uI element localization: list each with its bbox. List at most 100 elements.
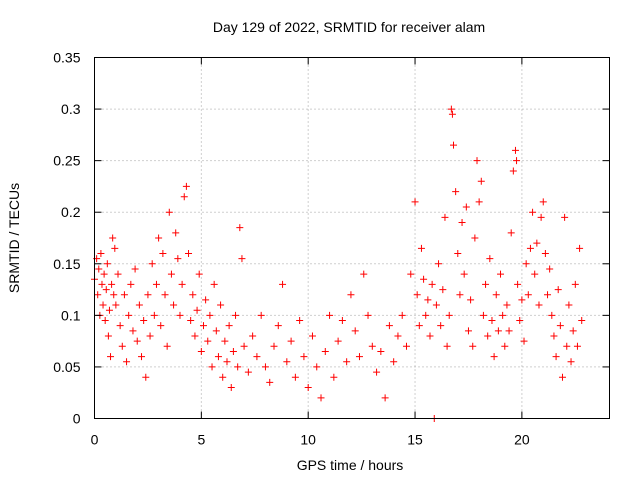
data-point [479, 311, 487, 319]
data-point [330, 373, 338, 381]
data-point [187, 317, 195, 325]
x-tick-label: 10 [300, 432, 316, 448]
data-point [402, 342, 410, 350]
data-point [518, 296, 526, 304]
data-point [317, 394, 325, 402]
data-point [236, 224, 244, 232]
data-point [208, 363, 216, 371]
data-point [189, 291, 197, 299]
y-tick-label: 0.15 [53, 256, 80, 272]
data-point [407, 270, 415, 278]
data-point [296, 317, 304, 325]
data-point [185, 249, 193, 257]
data-point [535, 301, 543, 309]
data-point [524, 291, 532, 299]
data-point [522, 260, 530, 268]
data-point [351, 327, 359, 335]
data-point [202, 296, 210, 304]
data-point [422, 311, 430, 319]
data-point [447, 105, 455, 113]
data-point [180, 193, 188, 201]
data-point [97, 249, 105, 257]
data-point [441, 213, 449, 221]
data-point [452, 188, 460, 196]
data-point [448, 110, 456, 118]
y-tick-label: 0.1 [61, 307, 81, 323]
data-point [257, 311, 265, 319]
data-point [469, 342, 477, 350]
data-point [225, 322, 233, 330]
data-point [355, 353, 363, 361]
data-point [488, 317, 496, 325]
y-tick-label: 0.25 [53, 153, 80, 169]
y-tick-label: 0.35 [53, 50, 80, 66]
data-point [471, 234, 479, 242]
data-point [206, 311, 214, 319]
data-point [150, 311, 158, 319]
data-point [533, 239, 541, 247]
data-point [110, 291, 118, 299]
data-point [526, 244, 534, 252]
data-point [125, 311, 133, 319]
data-point [118, 342, 126, 350]
data-point [509, 167, 517, 175]
y-tick-label: 0.3 [61, 101, 81, 117]
data-point [174, 255, 182, 263]
data-point [458, 219, 466, 227]
data-point [249, 332, 257, 340]
x-tick-labels: 0 5 10 15 20 [91, 432, 530, 448]
data-point [503, 301, 511, 309]
data-point [398, 311, 406, 319]
data-point [138, 353, 146, 361]
data-point [167, 270, 175, 278]
data-point [105, 306, 113, 314]
data-point [368, 342, 376, 350]
data-point [516, 317, 524, 325]
data-point [232, 311, 240, 319]
data-point [274, 322, 282, 330]
data-point [511, 146, 519, 154]
data-point [520, 337, 528, 345]
x-tick-label: 5 [197, 432, 205, 448]
data-point [464, 327, 472, 335]
data-point [131, 265, 139, 273]
data-point [146, 332, 154, 340]
data-point [552, 353, 560, 361]
data-point [142, 373, 150, 381]
data-point [561, 213, 569, 221]
plot-frame [94, 57, 610, 419]
data-point [129, 327, 137, 335]
data-point [548, 311, 556, 319]
data-point [428, 280, 436, 288]
data-point [161, 291, 169, 299]
data-point [204, 337, 212, 345]
chart-title: Day 129 of 2022, SRMTID for receiver ala… [213, 19, 485, 35]
data-point [326, 311, 334, 319]
data-point [283, 358, 291, 366]
data-point [569, 327, 577, 335]
data-point [223, 358, 231, 366]
data-point [338, 317, 346, 325]
data-point [116, 322, 124, 330]
data-point [159, 249, 167, 257]
data-point [127, 280, 135, 288]
data-point [390, 358, 398, 366]
data-point [462, 203, 470, 211]
data-point [197, 347, 205, 355]
data-point [287, 337, 295, 345]
data-point [573, 342, 581, 350]
data-point [155, 234, 163, 242]
data-point [571, 280, 579, 288]
data-point [94, 291, 102, 299]
data-point [445, 311, 453, 319]
data-point [102, 286, 110, 294]
data-point [95, 265, 103, 273]
x-tick-label: 0 [91, 432, 99, 448]
data-point [424, 296, 432, 304]
data-point [394, 332, 402, 340]
data-point [460, 270, 468, 278]
data-point [565, 301, 573, 309]
data-point [210, 280, 218, 288]
data-point [182, 182, 190, 190]
